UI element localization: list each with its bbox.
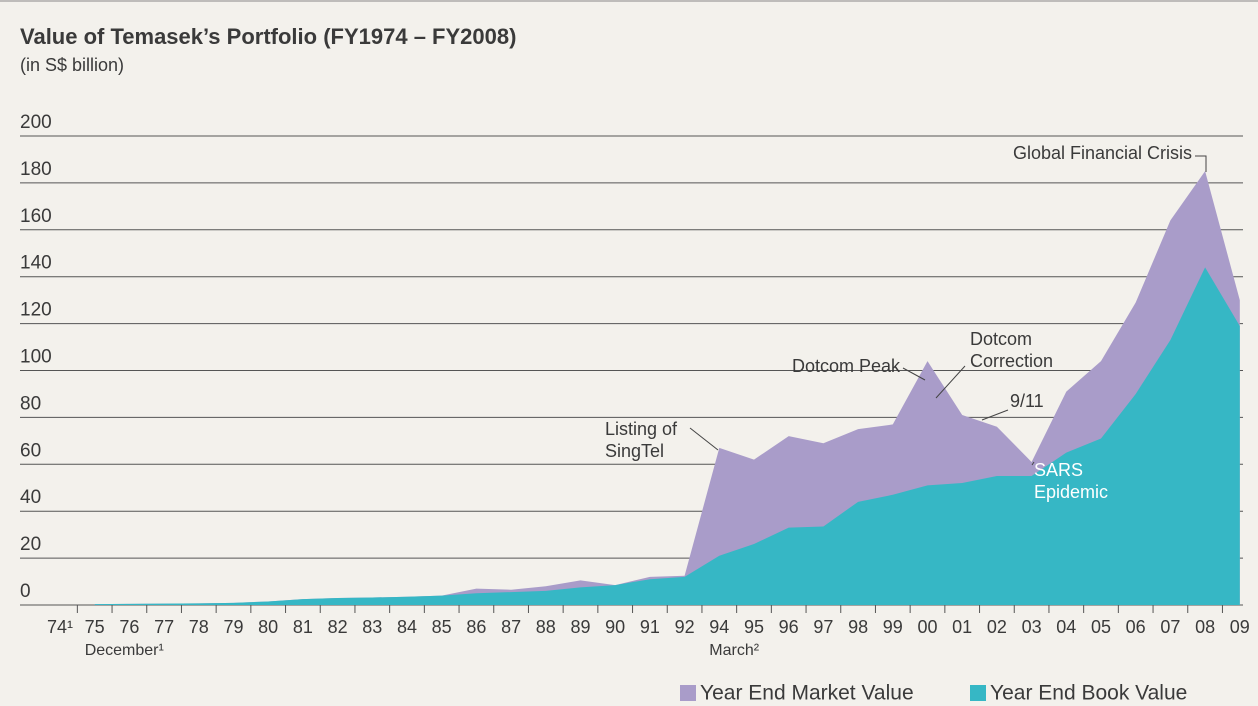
x-tick-label: 82 xyxy=(328,617,348,637)
x-tick-label: 06 xyxy=(1126,617,1146,637)
x-tick-label: 97 xyxy=(813,617,833,637)
x-tick-label: 77 xyxy=(154,617,174,637)
x-tick-label: 88 xyxy=(536,617,556,637)
legend-swatch xyxy=(970,685,986,701)
x-tick-label: 98 xyxy=(848,617,868,637)
annotation: Dotcom Peak xyxy=(792,356,901,376)
annotation: 9/11 xyxy=(1010,391,1044,411)
x-tick-label: 78 xyxy=(189,617,209,637)
legend-label: Year End Market Value xyxy=(700,682,914,705)
annotation: Listing of xyxy=(605,419,678,439)
annotation: Correction xyxy=(970,351,1053,371)
x-tick-label: 90 xyxy=(605,617,625,637)
x-tick-label: 04 xyxy=(1056,617,1076,637)
area xyxy=(94,267,1240,605)
y-tick-label: 180 xyxy=(20,159,52,180)
chart-subtitle: (in S$ billion) xyxy=(20,55,124,75)
x-tick-label: 89 xyxy=(570,617,590,637)
x-tick-label: 74¹ xyxy=(47,617,73,637)
x-tick-label: 85 xyxy=(432,617,452,637)
x-tick-label: 86 xyxy=(466,617,486,637)
x-tick-label: 84 xyxy=(397,617,417,637)
legend-swatch xyxy=(680,685,696,701)
x-tick-label: 94 xyxy=(709,617,729,637)
annotation-leader xyxy=(1195,155,1207,172)
x-tick-label: 75 xyxy=(85,617,105,637)
annotation-leader xyxy=(981,409,1009,421)
y-tick-label: 20 xyxy=(20,534,41,555)
y-tick-label: 120 xyxy=(20,300,52,321)
y-tick-label: 60 xyxy=(20,440,41,461)
annotation: Global Financial Crisis xyxy=(1013,143,1192,163)
x-tick-label: 08 xyxy=(1195,617,1215,637)
x-note: December¹ xyxy=(85,642,164,659)
x-tick-label: 00 xyxy=(917,617,937,637)
annotation: Dotcom xyxy=(970,329,1032,349)
chart-title: Value of Temasek’s Portfolio (FY1974 – F… xyxy=(20,24,516,49)
annotation-leader xyxy=(902,367,926,381)
x-tick-label: 76 xyxy=(119,617,139,637)
legend-label: Year End Book Value xyxy=(990,682,1187,705)
x-tick-label: 91 xyxy=(640,617,660,637)
x-tick-label: 01 xyxy=(952,617,972,637)
x-tick-label: 05 xyxy=(1091,617,1111,637)
y-tick-label: 0 xyxy=(20,581,31,602)
x-tick-label: 09 xyxy=(1230,617,1250,637)
x-tick-label: 87 xyxy=(501,617,521,637)
x-tick-label: 92 xyxy=(675,617,695,637)
y-tick-label: 40 xyxy=(20,487,41,508)
annotation: Epidemic xyxy=(1034,482,1108,502)
annotation-leader xyxy=(1031,461,1035,466)
annotation: SARS xyxy=(1034,460,1083,480)
y-tick-label: 200 xyxy=(20,112,52,133)
x-tick-label: 96 xyxy=(779,617,799,637)
x-tick-label: 80 xyxy=(258,617,278,637)
annotation-leader xyxy=(935,365,966,399)
x-tick-label: 03 xyxy=(1022,617,1042,637)
x-note: March² xyxy=(709,642,759,659)
x-tick-label: 02 xyxy=(987,617,1007,637)
x-tick-label: 99 xyxy=(883,617,903,637)
y-tick-label: 140 xyxy=(20,253,52,274)
annotation-leader xyxy=(689,427,719,451)
x-tick-label: 79 xyxy=(223,617,243,637)
y-tick-label: 80 xyxy=(20,393,41,414)
x-tick-label: 07 xyxy=(1160,617,1180,637)
x-tick-label: 83 xyxy=(362,617,382,637)
annotation: SingTel xyxy=(605,441,664,461)
y-tick-label: 100 xyxy=(20,347,52,368)
y-tick-label: 160 xyxy=(20,206,52,227)
x-tick-label: 81 xyxy=(293,617,313,637)
x-tick-label: 95 xyxy=(744,617,764,637)
